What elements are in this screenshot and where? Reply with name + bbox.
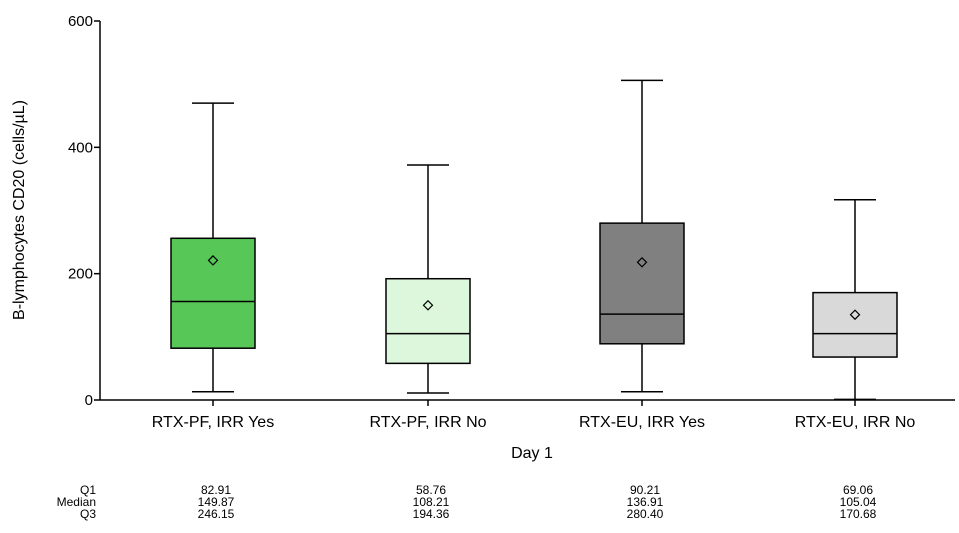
- box-group: [385, 164, 471, 394]
- mean-marker: [849, 309, 861, 321]
- x-tick-label: RTX-EU, IRR No: [795, 414, 916, 431]
- stat-value: 136.91: [627, 495, 664, 509]
- stat-value: 82.91: [201, 483, 231, 497]
- stat-row-label: Median: [57, 495, 96, 509]
- stat-value: 105.04: [840, 495, 877, 509]
- x-tick-label: RTX-EU, IRR Yes: [579, 414, 705, 431]
- y-tick-label: 0: [85, 392, 93, 409]
- stat-value: 280.40: [627, 507, 664, 521]
- x-axis-title: Day 1: [511, 445, 553, 462]
- mean-marker: [636, 256, 648, 268]
- box-group: [812, 199, 898, 401]
- x-tick-label: RTX-PF, IRR No: [369, 414, 486, 431]
- mean-marker: [422, 299, 434, 311]
- stat-value: 194.36: [413, 507, 450, 521]
- box-iqr: [599, 222, 685, 345]
- y-axis-title: B-lymphocytes CD20 (cells/µL): [11, 100, 28, 320]
- stat-value: 108.21: [413, 495, 450, 509]
- stat-value: 90.21: [630, 483, 660, 497]
- y-tick-label: 400: [68, 139, 93, 156]
- stat-value: 246.15: [198, 507, 235, 521]
- box-iqr: [812, 291, 898, 358]
- boxes: [170, 79, 898, 401]
- stat-value: 69.06: [843, 483, 873, 497]
- box-iqr: [170, 237, 256, 349]
- y-tick-label: 600: [68, 13, 93, 30]
- box-group: [170, 102, 256, 393]
- x-tick-label: RTX-PF, IRR Yes: [152, 414, 274, 431]
- stat-value: 170.68: [840, 507, 877, 521]
- box-iqr: [385, 277, 471, 365]
- axes: 0 200 400 600 RTX-PF, IRR Yes RTX-PF, IRR No R…: [68, 13, 955, 431]
- y-tick-label: 200: [68, 266, 93, 283]
- stat-value: 58.76: [416, 483, 446, 497]
- box-group: [599, 79, 685, 393]
- mean-marker: [207, 255, 219, 266]
- stat-row-label: Q1: [80, 483, 96, 497]
- stat-row-label: Q3: [80, 507, 96, 521]
- stat-value: 149.87: [198, 495, 235, 509]
- stats-table: Q1 82.91 58.76 90.21 69.06 Median 149.87 108.21…: [57, 483, 877, 521]
